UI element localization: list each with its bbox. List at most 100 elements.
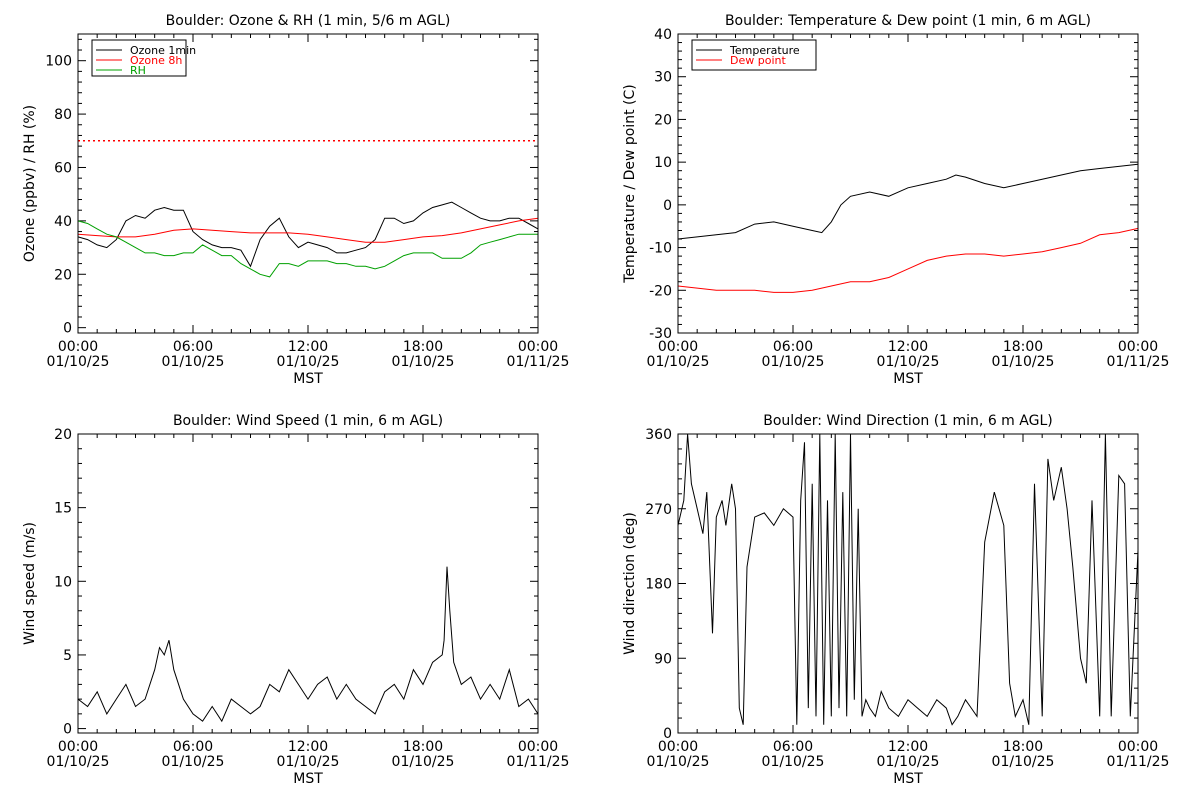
y-axis-label: Temperature / Dew point (C) (622, 84, 638, 283)
y-axis-label: Wind direction (deg) (622, 512, 638, 655)
x-tick-label-time: 06:00 (773, 739, 813, 755)
y-tick-label: 0 (663, 726, 672, 742)
x-axis: 00:0001/10/2506:0001/10/2512:0001/10/251… (47, 434, 569, 787)
x-tick-label-time: 18:00 (1003, 739, 1043, 755)
x-tick-label-date: 01/11/25 (507, 354, 570, 370)
x-tick-label-time: 12:00 (288, 739, 328, 755)
series-line-ozone-8h (77, 217, 539, 243)
x-tick-label-date: 01/10/25 (877, 354, 940, 370)
x-tick-label-time: 18:00 (403, 339, 443, 355)
x-tick-label-time: 06:00 (173, 339, 213, 355)
y-tick-label: 5 (63, 648, 72, 664)
x-tick-label-time: 00:00 (518, 339, 558, 355)
x-tick-label-date: 01/10/25 (47, 754, 110, 770)
y-tick-label: 10 (654, 155, 672, 171)
plot-frame (677, 33, 1139, 334)
y-tick-label: 100 (45, 54, 72, 70)
x-tick-label-time: 00:00 (518, 739, 558, 755)
series-line-ozone-1min (77, 201, 539, 268)
y-tick-label: 0 (63, 722, 72, 738)
x-tick-label-time: 00:00 (58, 339, 98, 355)
y-tick-label: -30 (649, 326, 672, 342)
x-tick-label-time: 00:00 (1118, 339, 1158, 355)
x-axis-label: MST (293, 371, 323, 387)
x-tick-label-time: 12:00 (888, 739, 928, 755)
plot-frame (677, 433, 1139, 734)
plot-frame (77, 433, 539, 734)
x-tick-label-date: 01/10/25 (647, 354, 710, 370)
chart-wind-direction: Boulder: Wind Direction (1 min, 6 m AGL)… (622, 413, 1169, 787)
x-tick-label-date: 01/10/25 (762, 354, 825, 370)
x-tick-label-date: 01/10/25 (277, 354, 340, 370)
legend-entry: Ozone 1min (130, 44, 196, 57)
plot-frame (77, 33, 539, 334)
x-tick-label-date: 01/10/25 (277, 754, 340, 770)
x-tick-label-time: 12:00 (888, 339, 928, 355)
x-tick-label-date: 01/11/25 (1107, 354, 1170, 370)
y-tick-label: 40 (54, 214, 72, 230)
x-tick-label-time: 00:00 (58, 739, 98, 755)
x-axis: 00:0001/10/2506:0001/10/2512:0001/10/251… (647, 434, 1170, 787)
x-tick-label-date: 01/10/25 (47, 354, 110, 370)
y-tick-label: -20 (649, 283, 672, 299)
series-line (77, 566, 539, 723)
y-tick-label: 15 (54, 501, 72, 517)
y-tick-label: 40 (654, 27, 672, 43)
y-tick-label: 0 (663, 198, 672, 214)
legend-entry: Dew point (730, 54, 786, 67)
x-tick-label-date: 01/10/25 (992, 754, 1055, 770)
x-tick-label-date: 01/10/25 (647, 754, 710, 770)
legend-entry: Temperature (729, 44, 800, 57)
y-axis: -30 -20 -10 0 10 20 30 40 Temperature / Dew poin… (622, 27, 1138, 342)
x-tick-label-time: 00:00 (658, 739, 698, 755)
y-axis: 0 5 10 15 20 Wind speed (m/s) (22, 427, 538, 738)
y-tick-label: 90 (654, 651, 672, 667)
x-tick-label-time: 00:00 (1118, 739, 1158, 755)
y-tick-label: 20 (54, 267, 72, 283)
y-tick-label: -10 (649, 241, 672, 257)
series-line-rh (77, 220, 538, 278)
y-axis-label: Ozone (ppbv) / RH (%) (22, 105, 38, 262)
chart-title: Boulder: Wind Speed (1 min, 6 m AGL) (173, 413, 443, 429)
y-tick-label: 270 (645, 502, 672, 518)
x-tick-label-date: 01/10/25 (762, 754, 825, 770)
y-tick-label: 60 (54, 160, 72, 176)
x-tick-label-time: 18:00 (1003, 339, 1043, 355)
chart-title: Boulder: Ozone & RH (1 min, 5/6 m AGL) (166, 13, 451, 29)
chart-ozone-rh: Boulder: Ozone & RH (1 min, 5/6 m AGL)00… (22, 13, 569, 387)
legend-entry: Ozone 8h (130, 54, 182, 67)
y-axis: 0 20 40 60 80 100 Ozone (ppbv) / RH (%) (22, 38, 538, 337)
chart-title: Boulder: Temperature & Dew point (1 min,… (725, 13, 1091, 29)
x-tick-label-time: 00:00 (658, 339, 698, 355)
y-tick-label: 20 (654, 112, 672, 128)
x-tick-label-date: 01/10/25 (992, 354, 1055, 370)
legend-box (691, 39, 817, 71)
chart-temperature-dewpoint: Boulder: Temperature & Dew point (1 min,… (622, 13, 1169, 387)
y-tick-label: 80 (54, 107, 72, 123)
legend-entry: RH (130, 64, 146, 77)
series-line-dew-point (677, 227, 1139, 293)
y-tick-label: 30 (654, 70, 672, 86)
y-tick-label: 360 (645, 427, 672, 443)
chart-title: Boulder: Wind Direction (1 min, 6 m AGL) (763, 413, 1052, 429)
x-tick-label-time: 06:00 (173, 739, 213, 755)
x-axis: 00:0001/10/2506:0001/10/2512:0001/10/251… (47, 34, 570, 387)
x-tick-label-date: 01/11/25 (1107, 754, 1170, 770)
y-axis-label: Wind speed (m/s) (22, 522, 38, 645)
chart-wind-speed: Boulder: Wind Speed (1 min, 6 m AGL) 00:0… (22, 413, 569, 787)
x-tick-label-time: 06:00 (773, 339, 813, 355)
x-tick-label-time: 18:00 (403, 739, 443, 755)
series-line-temperature (677, 163, 1139, 240)
x-tick-label-date: 01/10/25 (162, 354, 225, 370)
x-tick-label-date: 01/10/25 (162, 754, 225, 770)
x-tick-label-date: 01/10/25 (392, 354, 455, 370)
x-tick-label-time: 12:00 (288, 339, 328, 355)
x-axis-label: MST (893, 371, 923, 387)
y-tick-label: 20 (54, 427, 72, 443)
x-axis: 00:0001/10/2506:0001/10/2512:0001/10/251… (647, 34, 1170, 387)
x-axis-label: MST (893, 771, 923, 787)
y-tick-label: 0 (63, 321, 72, 337)
series-line (677, 433, 1139, 726)
